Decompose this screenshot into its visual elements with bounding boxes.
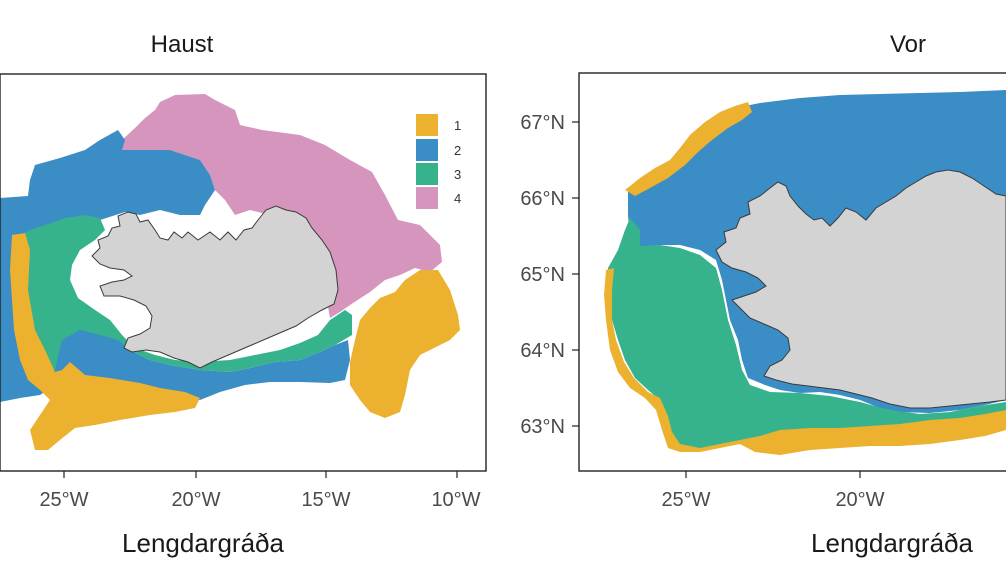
x-tick-label: 25°W	[39, 489, 88, 511]
y-tick-label: 63°N	[520, 416, 565, 438]
legend-label-4: 4	[454, 191, 461, 206]
legend-label-3: 3	[454, 167, 461, 182]
iceland-landmass	[715, 169, 1006, 409]
panel-title-vor: Vor	[890, 31, 926, 58]
cluster-1-region	[604, 102, 1006, 455]
y-tick-label: 67°N	[520, 112, 565, 134]
x-axis-title-haust: Lengdargráða	[122, 528, 284, 558]
x-axis-vor: 25°W 20°W	[661, 471, 885, 511]
legend-key-3	[416, 163, 438, 185]
legend-key-1	[416, 114, 438, 136]
legend-label-1: 1	[454, 118, 461, 133]
legend-label-2: 2	[454, 143, 461, 158]
cluster-map-haust	[0, 94, 460, 450]
x-tick-label: 15°W	[301, 489, 350, 511]
x-axis-title-vor: Lengdargráða	[811, 528, 973, 558]
legend-key-2	[416, 139, 438, 161]
x-tick-label: 25°W	[661, 489, 710, 511]
x-tick-label: 20°W	[835, 489, 884, 511]
panel-title-haust: Haust	[151, 31, 214, 58]
cluster-2-region	[0, 130, 350, 402]
x-tick-label: 10°W	[431, 489, 480, 511]
legend-key-4	[416, 187, 438, 209]
y-tick-label: 66°N	[520, 188, 565, 210]
iceland-landmass	[91, 205, 339, 369]
plot-frame-haust	[0, 73, 487, 472]
x-tick-label: 20°W	[171, 489, 220, 511]
cluster-4-region	[120, 94, 442, 318]
panel-vor: Vor 67°N 66°N 65°N 64°N 63°N	[520, 31, 1006, 558]
cluster-3-region	[608, 218, 1006, 450]
cluster-1-region	[10, 233, 460, 450]
plot-frame-vor	[578, 72, 1006, 472]
y-tick-label: 64°N	[520, 340, 565, 362]
x-axis-haust: 25°W 20°W 15°W 10°W	[39, 471, 481, 511]
cluster-map-vor	[604, 90, 1006, 455]
panel-haust: Haust 1 2 3 4	[0, 31, 487, 558]
y-tick-label: 65°N	[520, 264, 565, 286]
legend: 1 2 3 4	[416, 114, 461, 209]
y-axis-vor: 67°N 66°N 65°N 64°N 63°N	[520, 112, 579, 438]
